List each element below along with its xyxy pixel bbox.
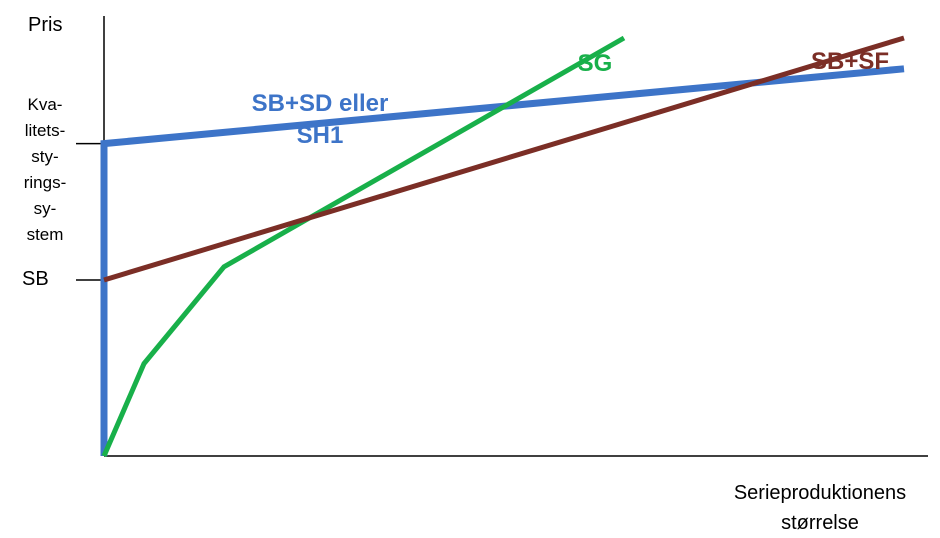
series-lines [100,35,905,457]
series-label: SG [577,50,613,77]
series-label: SB+SD eller SH1 [251,90,389,149]
series-label: SB+SF [810,48,890,75]
series-line [101,35,626,457]
y-axis-label: Pris [28,14,63,36]
x-axis-label: Serieproduktionens størrelse [733,482,907,534]
series-line [103,35,905,283]
y-tick-label: Kva- litets- sty- rings- sy- stem [23,95,67,244]
series-line [100,65,905,456]
y-tick-label: SB [22,268,49,290]
